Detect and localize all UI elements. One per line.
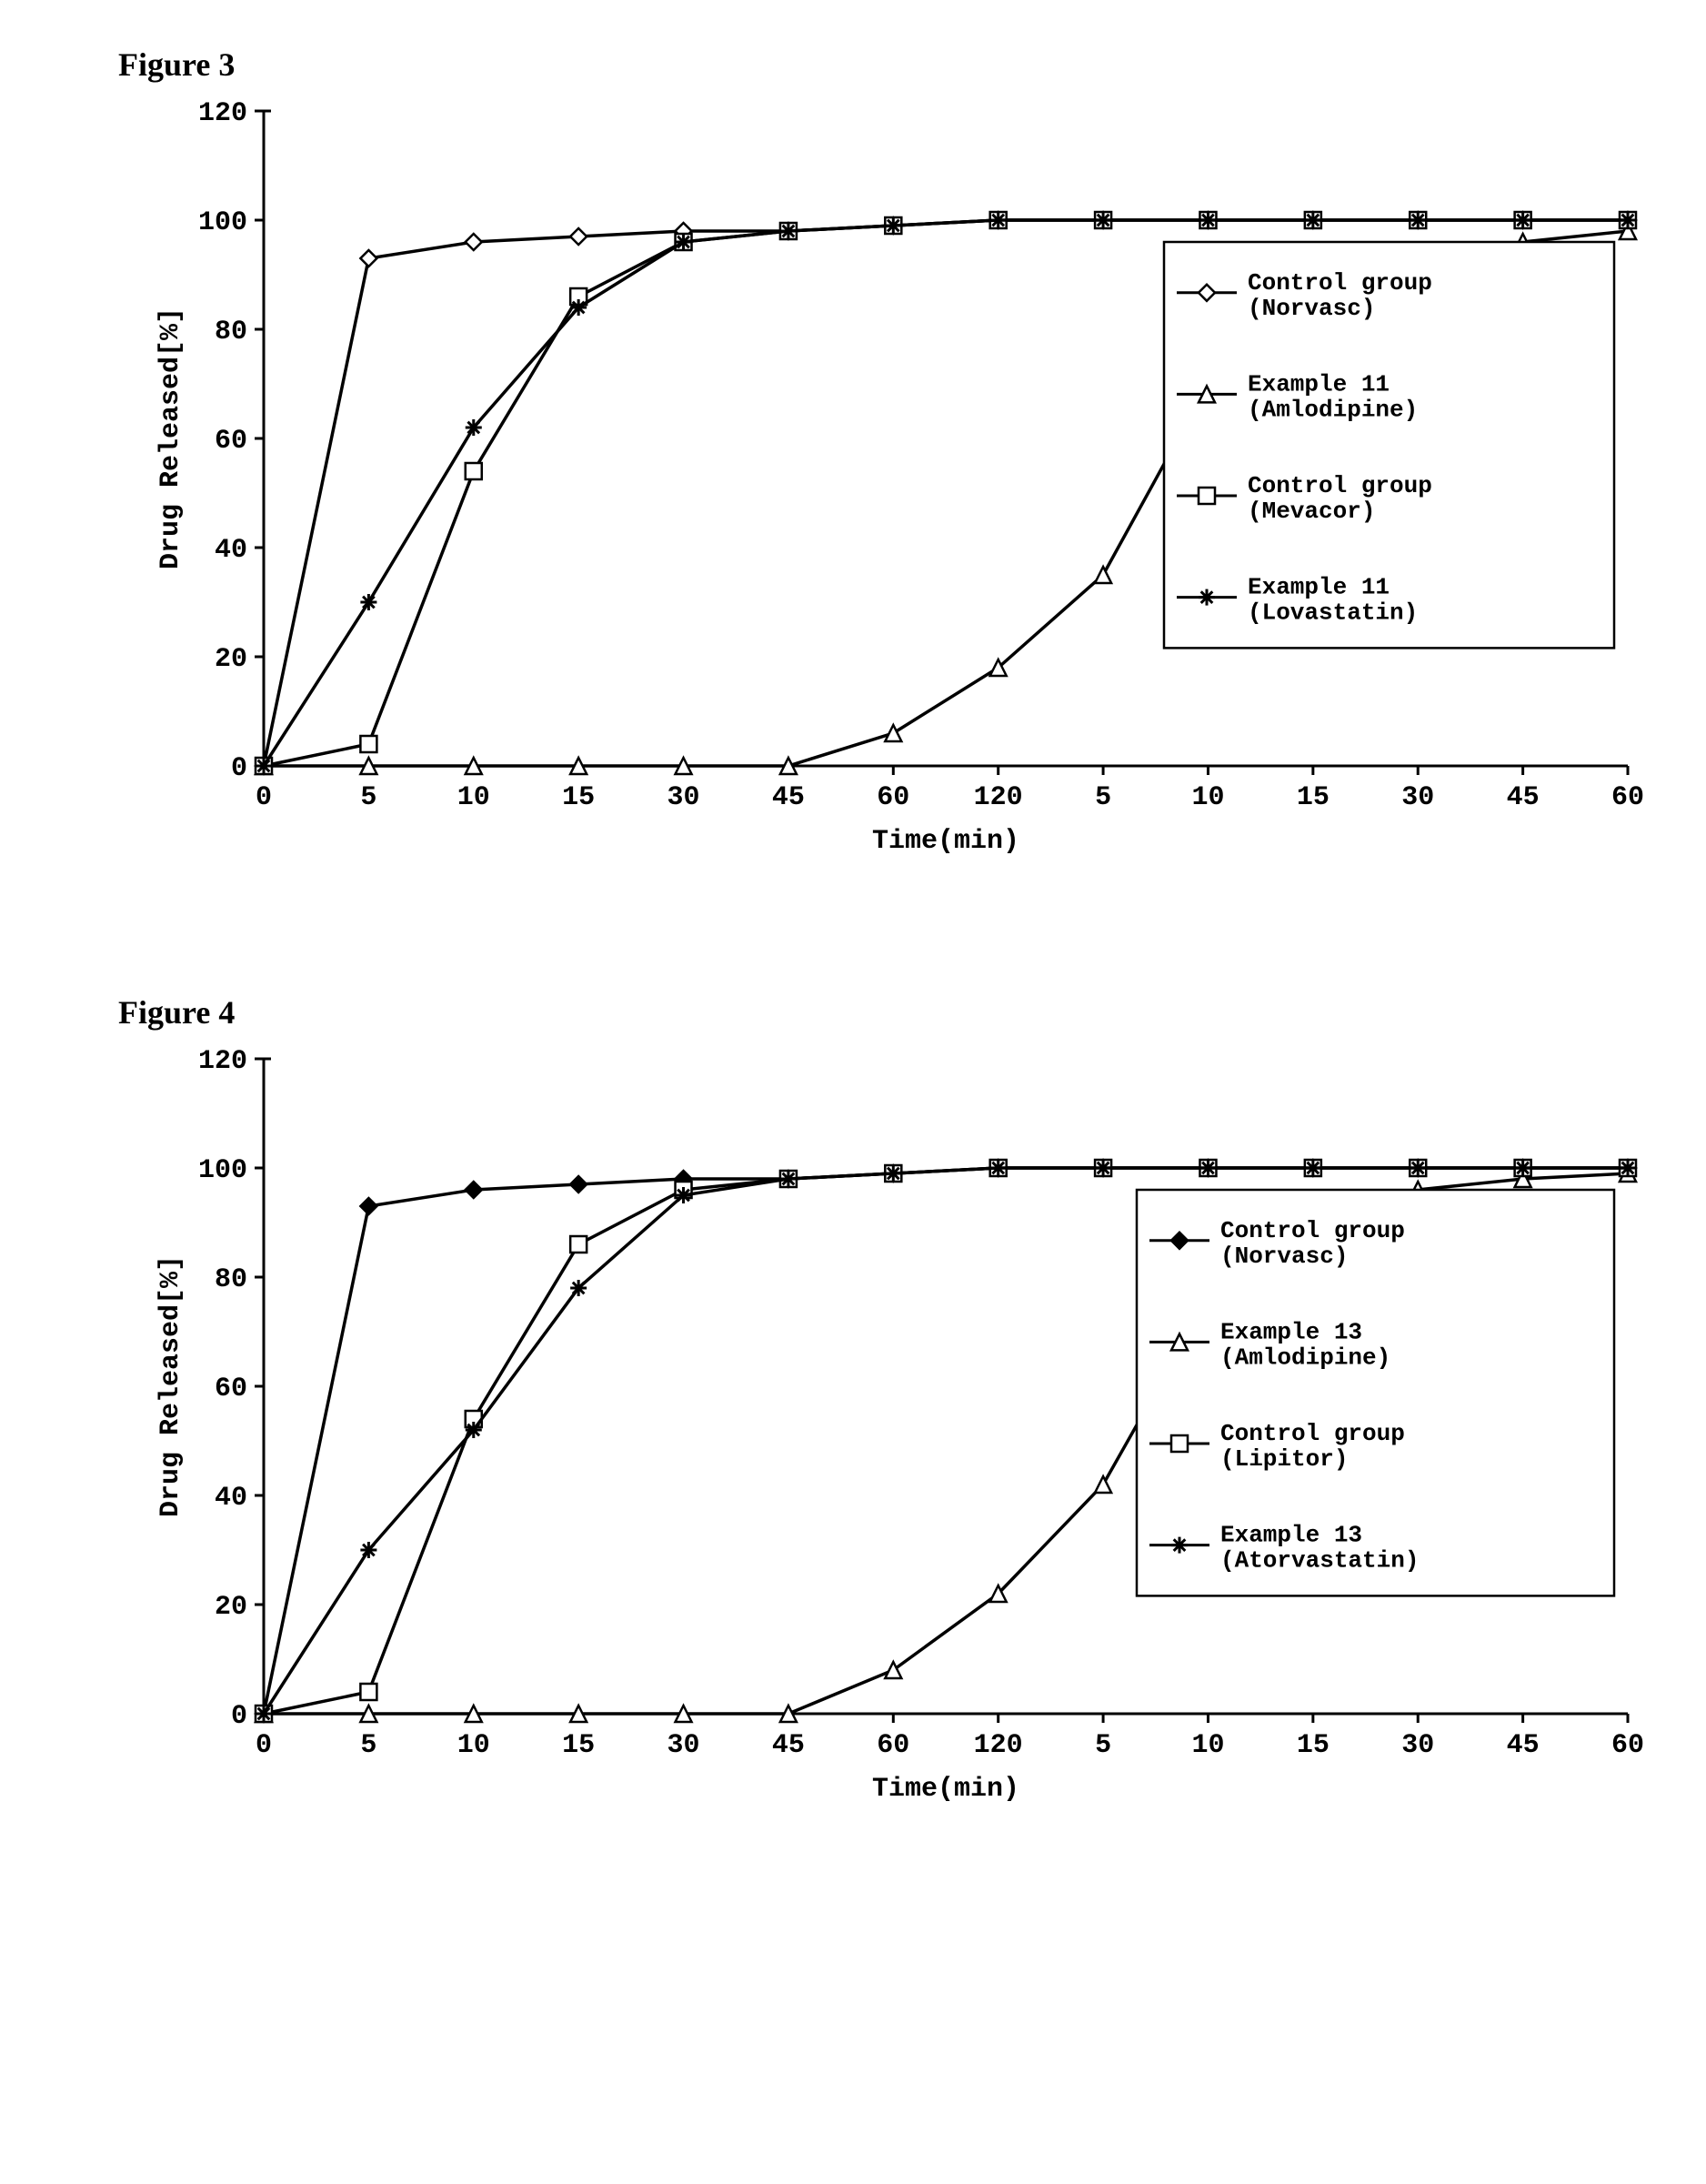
svg-text:15: 15 <box>1297 782 1330 813</box>
svg-text:30: 30 <box>667 782 700 813</box>
legend-label: Example 11 <box>1248 370 1390 398</box>
svg-text:0: 0 <box>256 782 272 813</box>
legend-sublabel: (Lipitor) <box>1220 1445 1348 1473</box>
svg-text:120: 120 <box>198 1046 247 1077</box>
svg-text:Drug Released[%]: Drug Released[%] <box>156 307 186 569</box>
legend-sublabel: (Amlodipine) <box>1248 396 1418 423</box>
svg-text:100: 100 <box>198 1155 247 1186</box>
svg-text:5: 5 <box>1095 1730 1111 1761</box>
svg-text:Time(min): Time(min) <box>872 1774 1019 1805</box>
svg-text:60: 60 <box>1611 782 1644 813</box>
svg-text:0: 0 <box>256 1730 272 1761</box>
legend-label: Example 11 <box>1248 574 1390 601</box>
svg-text:60: 60 <box>877 1730 909 1761</box>
svg-text:15: 15 <box>1297 1730 1330 1761</box>
legend-box <box>1137 1190 1614 1595</box>
svg-text:10: 10 <box>1191 1730 1224 1761</box>
svg-text:30: 30 <box>667 1730 700 1761</box>
svg-text:20: 20 <box>215 644 247 675</box>
svg-text:30: 30 <box>1401 782 1434 813</box>
svg-text:0: 0 <box>231 753 247 784</box>
legend-label: Control group <box>1220 1217 1405 1244</box>
figure-title: Figure 3 <box>118 45 1651 84</box>
svg-text:40: 40 <box>215 1483 247 1514</box>
svg-text:120: 120 <box>198 98 247 129</box>
svg-text:60: 60 <box>215 426 247 457</box>
svg-text:Time(min): Time(min) <box>872 826 1019 857</box>
legend-label: Example 13 <box>1220 1522 1362 1549</box>
legend-sublabel: (Amlodipine) <box>1220 1344 1390 1371</box>
svg-text:15: 15 <box>562 782 595 813</box>
svg-text:5: 5 <box>360 1730 376 1761</box>
svg-text:10: 10 <box>1191 782 1224 813</box>
chart-figure-4: 0 20 40 60 80 100 120 0 5 10 15 30 45 60 120 5 10 15 30 45 6… <box>146 1041 1651 1814</box>
legend-sublabel: (Atorvastatin) <box>1220 1547 1419 1575</box>
svg-text:80: 80 <box>215 1264 247 1295</box>
svg-text:40: 40 <box>215 535 247 566</box>
svg-text:5: 5 <box>1095 782 1111 813</box>
svg-text:5: 5 <box>360 782 376 813</box>
legend-label: Control group <box>1220 1420 1405 1447</box>
svg-text:100: 100 <box>198 207 247 238</box>
svg-text:30: 30 <box>1401 1730 1434 1761</box>
svg-text:45: 45 <box>772 782 805 813</box>
svg-text:60: 60 <box>1611 1730 1644 1761</box>
svg-text:45: 45 <box>772 1730 805 1761</box>
figure-title: Figure 4 <box>118 993 1651 1032</box>
legend-label: Control group <box>1248 269 1432 297</box>
svg-text:120: 120 <box>974 782 1023 813</box>
chart-figure-3: 0 20 40 60 80 100 120 0 5 10 15 30 45 60 120 5 10 15 30 45 6… <box>146 93 1651 866</box>
svg-text:60: 60 <box>215 1374 247 1404</box>
legend-sublabel: (Mevacor) <box>1248 498 1375 525</box>
svg-text:10: 10 <box>457 782 490 813</box>
svg-text:45: 45 <box>1507 1730 1540 1761</box>
legend-label: Control group <box>1248 472 1432 499</box>
svg-text:15: 15 <box>562 1730 595 1761</box>
legend-label: Example 13 <box>1220 1318 1362 1345</box>
svg-text:60: 60 <box>877 782 909 813</box>
svg-text:Drug Released[%]: Drug Released[%] <box>156 1255 186 1517</box>
legend-sublabel: (Norvasc) <box>1248 295 1375 322</box>
svg-text:80: 80 <box>215 317 247 347</box>
legend-sublabel: (Norvasc) <box>1220 1243 1348 1270</box>
svg-text:120: 120 <box>974 1730 1023 1761</box>
svg-text:20: 20 <box>215 1592 247 1623</box>
svg-text:0: 0 <box>231 1701 247 1732</box>
svg-text:45: 45 <box>1507 782 1540 813</box>
svg-text:10: 10 <box>457 1730 490 1761</box>
legend-sublabel: (Lovastatin) <box>1248 599 1418 627</box>
